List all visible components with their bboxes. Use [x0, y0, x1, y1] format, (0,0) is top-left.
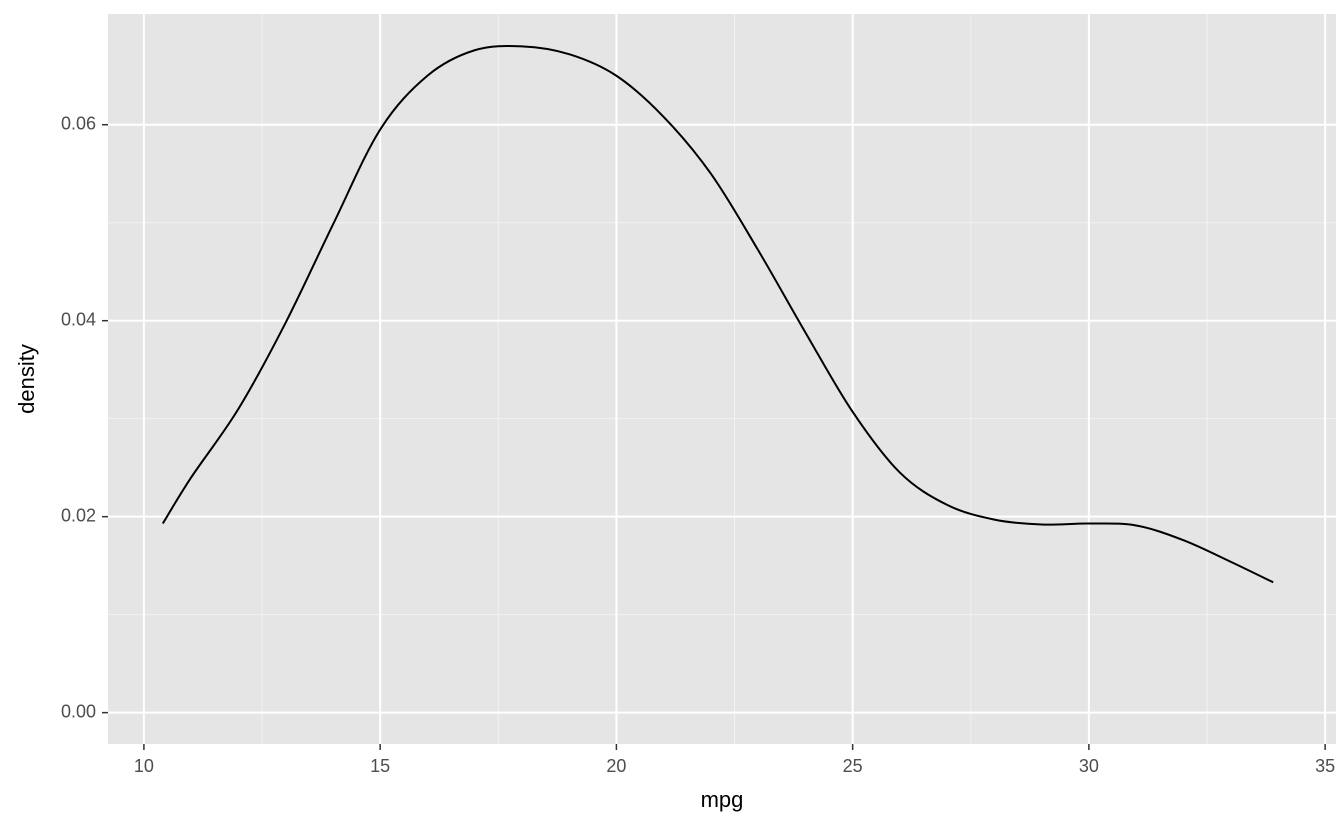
x-tick-label: 30: [1079, 756, 1099, 776]
grid: [108, 14, 1336, 744]
x-tick-label: 15: [370, 756, 390, 776]
y-tick-label: 0.02: [61, 505, 96, 525]
x-axis-title: mpg: [701, 787, 744, 812]
y-tick-label: 0.00: [61, 701, 96, 721]
density-line: [161, 44, 1274, 584]
y-axis-title: density: [14, 344, 39, 414]
panel: [108, 14, 1336, 744]
x-tick-label: 35: [1315, 756, 1335, 776]
x-tick-label: 25: [843, 756, 863, 776]
y-tick-label: 0.04: [61, 309, 96, 329]
x-tick-label: 10: [134, 756, 154, 776]
marks: [161, 44, 1274, 584]
y-tick-label: 0.06: [61, 113, 96, 133]
x-tick-label: 20: [606, 756, 626, 776]
